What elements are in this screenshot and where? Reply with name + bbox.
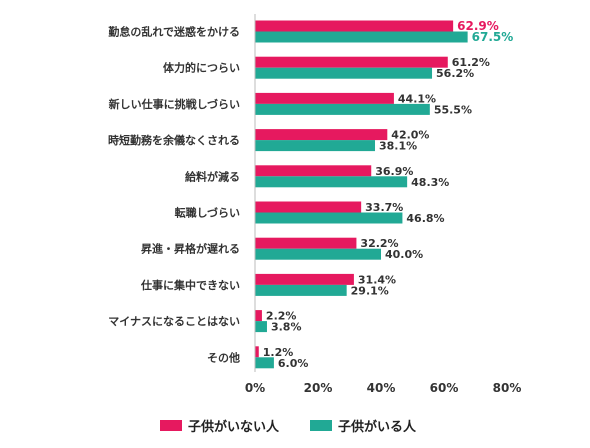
value-label-no-children: 36.9% bbox=[375, 165, 413, 178]
category-labels: 勤怠の乱れで迷惑をかける体力的につらい新しい仕事に挑戦しづらい時短勤務を余儀なく… bbox=[108, 25, 240, 365]
bar-no-children bbox=[255, 273, 354, 285]
bar-with-children bbox=[255, 357, 274, 369]
bar-with-children bbox=[255, 284, 347, 296]
value-label-no-children: 62.9% bbox=[457, 19, 499, 33]
category-label: 体力的につらい bbox=[163, 61, 240, 75]
bar-no-children bbox=[255, 165, 372, 177]
value-label-no-children: 61.2% bbox=[452, 56, 490, 69]
value-label-with-children: 56.2% bbox=[436, 67, 474, 80]
x-tick-label: 80% bbox=[493, 381, 522, 395]
category-label: 勤怠の乱れで迷惑をかける bbox=[108, 25, 240, 39]
value-label-with-children: 48.3% bbox=[411, 176, 449, 189]
bar-with-children bbox=[255, 176, 408, 188]
legend-label-with-children: 子供がいる人 bbox=[338, 419, 417, 435]
value-labels: 62.9%67.5% 61.2%56.2%44.1%55.5% 42.0%38.1%… bbox=[263, 19, 513, 370]
bar-with-children bbox=[255, 212, 403, 224]
bar-no-children bbox=[255, 56, 448, 68]
x-tick-label: 0% bbox=[245, 381, 265, 395]
bar-with-children bbox=[255, 248, 381, 260]
category-label: その他 bbox=[207, 350, 240, 364]
value-label-no-children: 31.4% bbox=[358, 273, 396, 286]
value-label-with-children: 67.5% bbox=[472, 30, 514, 44]
bar-no-children bbox=[255, 92, 394, 104]
bar-no-children bbox=[255, 310, 262, 322]
category-label: 昇進・昇格が遅れる bbox=[141, 242, 240, 256]
category-label: 転職しづらい bbox=[175, 206, 240, 220]
value-label-with-children: 38.1% bbox=[379, 140, 417, 153]
bar-with-children bbox=[255, 103, 430, 115]
x-axis-ticks: 0% 20% 40% 60% 80% bbox=[245, 381, 522, 395]
category-label: 新しい仕事に挑戦しづらい bbox=[109, 97, 240, 111]
category-label: マイナスになることはない bbox=[108, 315, 240, 328]
bar-with-children bbox=[255, 67, 433, 79]
value-label-no-children: 42.0% bbox=[391, 129, 429, 142]
value-label-with-children: 29.1% bbox=[351, 284, 389, 297]
legend-swatch-no-children bbox=[160, 420, 182, 431]
bar-with-children bbox=[255, 321, 267, 333]
bar-no-children bbox=[255, 20, 454, 32]
value-label-with-children: 46.8% bbox=[406, 212, 444, 225]
value-label-with-children: 6.0% bbox=[278, 357, 309, 370]
bar-no-children bbox=[255, 346, 259, 358]
x-tick-label: 20% bbox=[304, 381, 333, 395]
bars-group bbox=[255, 20, 468, 369]
legend-label-no-children: 子供がいない人 bbox=[188, 419, 280, 435]
bar-with-children bbox=[255, 31, 468, 43]
x-tick-label: 60% bbox=[430, 381, 459, 395]
bar-no-children bbox=[255, 201, 362, 213]
value-label-no-children: 33.7% bbox=[365, 201, 403, 214]
bar-no-children bbox=[255, 237, 357, 249]
value-label-no-children: 44.1% bbox=[398, 92, 436, 105]
bar-with-children bbox=[255, 140, 376, 152]
category-label: 仕事に集中できない bbox=[140, 278, 240, 292]
value-label-no-children: 1.2% bbox=[263, 346, 294, 359]
legend-swatch-with-children bbox=[310, 420, 332, 431]
value-label-with-children: 3.8% bbox=[271, 321, 302, 334]
value-label-no-children: 32.2% bbox=[360, 237, 398, 250]
value-label-with-children: 55.5% bbox=[434, 103, 472, 116]
legend: 子供がいない人 子供がいる人 bbox=[160, 419, 417, 435]
category-label: 時短勤務を余儀なくされる bbox=[108, 133, 240, 147]
value-label-with-children: 40.0% bbox=[385, 248, 423, 261]
category-label: 給料が減る bbox=[185, 169, 240, 183]
value-label-no-children: 2.2% bbox=[266, 310, 297, 323]
bar-no-children bbox=[255, 129, 388, 141]
x-tick-label: 40% bbox=[367, 381, 396, 395]
